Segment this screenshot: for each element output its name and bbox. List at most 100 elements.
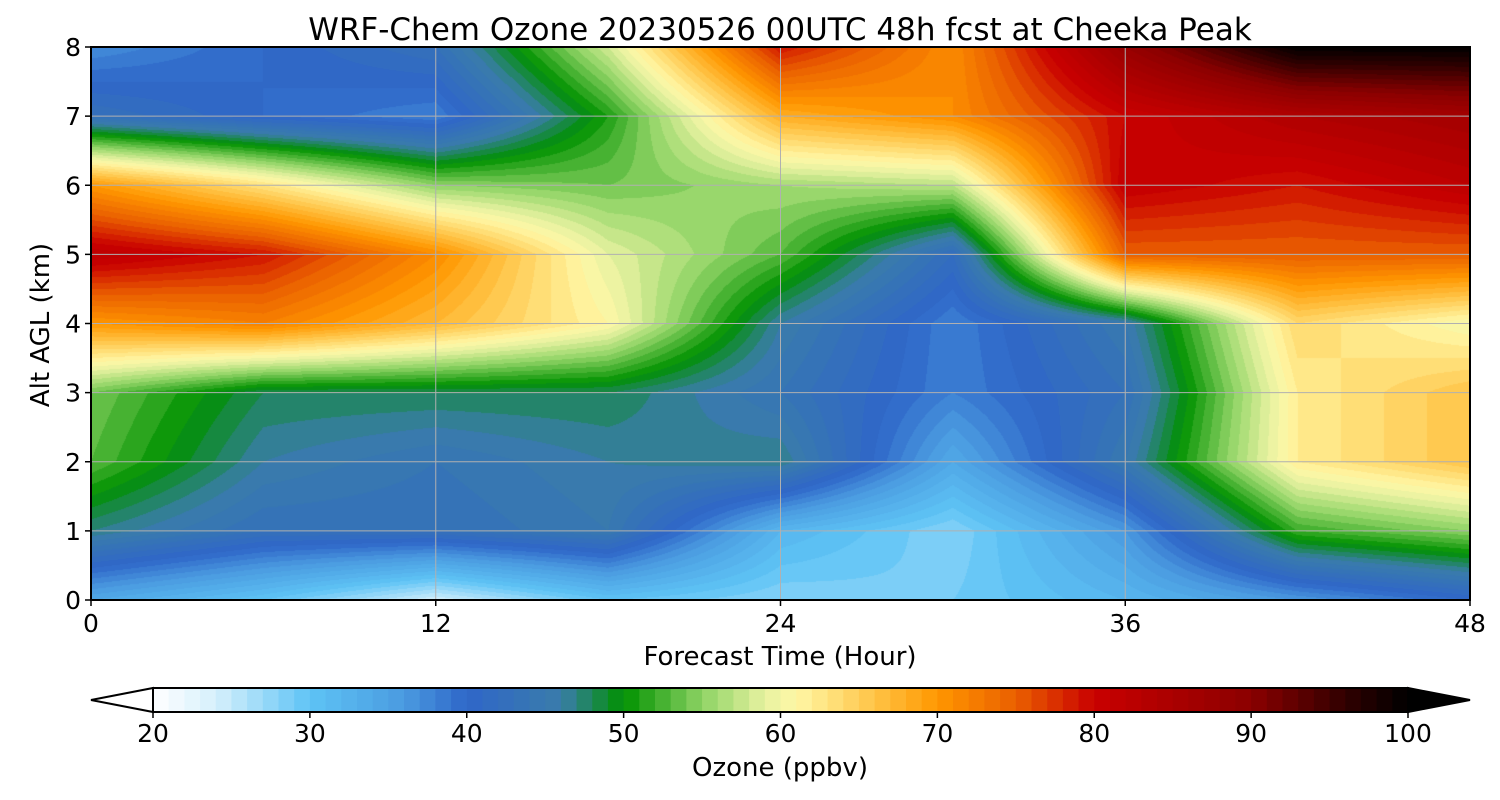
x-axis-label: Forecast Time (Hour) <box>643 642 916 672</box>
colorbar-bin <box>215 688 233 712</box>
colorbar-bin <box>231 688 248 712</box>
colorbar-bin <box>827 688 844 712</box>
colorbar-bin <box>858 688 876 712</box>
colorbar-bin <box>686 688 703 712</box>
colorbar-label: Ozone (ppbv) <box>692 753 868 783</box>
colorbar-bin <box>874 688 891 712</box>
colorbar-bin <box>1329 688 1346 712</box>
colorbar-bin <box>200 688 217 712</box>
colorbar-bin <box>498 688 515 712</box>
colorbar-bin <box>764 688 782 712</box>
colorbar-bin <box>1172 688 1189 712</box>
colorbar-bin <box>1000 688 1017 712</box>
colorbar-bin <box>545 688 562 712</box>
colorbar-bin <box>733 688 750 712</box>
colorbar-bin <box>309 688 327 712</box>
colorbar-bin <box>1109 688 1127 712</box>
colorbar-bin <box>419 688 436 712</box>
colorbar-bin <box>1266 688 1284 712</box>
colorbar-bin <box>1345 688 1362 712</box>
colorbar-tick-label: 40 <box>451 719 483 748</box>
colorbar: 20 30 40 50 60 70 80 90 100 Ozone (ppbv) <box>90 686 1471 783</box>
colorbar-bin <box>623 688 640 712</box>
colorbar-bin <box>780 688 797 712</box>
colorbar-bin <box>1376 688 1393 712</box>
colorbar-bin <box>262 688 280 712</box>
colorbar-bin <box>247 688 264 712</box>
colorbar-bin <box>921 688 938 712</box>
y-tick-label: 4 <box>65 310 81 339</box>
colorbar-bin <box>576 688 593 712</box>
colorbar-bin <box>513 688 531 712</box>
colorbar-bin <box>702 688 719 712</box>
colorbar-bin <box>1313 688 1331 712</box>
colorbar-bin <box>1157 688 1174 712</box>
colorbar-bin <box>372 688 389 712</box>
colorbar-bin <box>984 688 1001 712</box>
colorbar-bin <box>1392 688 1409 712</box>
y-tick-label: 8 <box>65 33 81 62</box>
colorbar-bin <box>388 688 405 712</box>
colorbar-bin <box>153 688 170 712</box>
colorbar-bin <box>811 688 829 712</box>
plot-area <box>90 46 1471 601</box>
y-tick-label: 5 <box>65 240 81 269</box>
colorbar-bin <box>1298 688 1315 712</box>
colorbar-bin <box>1204 688 1221 712</box>
colorbar-bin <box>890 688 907 712</box>
y-tick-label: 1 <box>65 517 81 546</box>
colorbar-bin <box>639 688 656 712</box>
colorbar-bin <box>1251 688 1268 712</box>
colorbar-bin <box>482 688 499 712</box>
colorbar-bin <box>1219 688 1237 712</box>
colorbar-bin <box>1360 688 1378 712</box>
colorbar-bin <box>655 688 672 712</box>
colorbar-bin <box>1125 688 1142 712</box>
colorbar-bin <box>1078 688 1095 712</box>
colorbar-tick-label: 20 <box>137 719 169 748</box>
colorbar-bin <box>670 688 687 712</box>
y-tick-label: 0 <box>65 586 81 615</box>
x-axis-ticks: 0 12 24 36 48 <box>83 600 1486 638</box>
colorbar-tick-label: 30 <box>294 719 326 748</box>
colorbar-bin <box>356 688 374 712</box>
y-tick-label: 6 <box>65 171 81 200</box>
colorbar-bin <box>451 688 468 712</box>
colorbar-bin <box>529 688 546 712</box>
colorbar-bin <box>906 688 923 712</box>
colorbar-ticks: 20 30 40 50 60 70 80 90 100 <box>137 712 1432 748</box>
colorbar-bin <box>968 688 986 712</box>
colorbar-bin <box>1235 688 1252 712</box>
colorbar-bin <box>1062 688 1080 712</box>
x-tick-label: 48 <box>1454 609 1486 638</box>
colorbar-bin <box>560 688 578 712</box>
colorbar-bin <box>1015 688 1033 712</box>
x-tick-label: 24 <box>765 609 797 638</box>
y-axis-ticks: 0 1 2 3 4 5 6 7 8 <box>65 33 91 615</box>
colorbar-bin <box>466 688 484 712</box>
colorbar-bin <box>796 688 813 712</box>
colorbar-bin <box>168 688 185 712</box>
colorbar-bin <box>717 688 735 712</box>
colorbar-bin <box>1282 688 1299 712</box>
colorbar-bin <box>294 688 311 712</box>
colorbar-bin <box>843 688 860 712</box>
y-tick-label: 7 <box>65 102 81 131</box>
colorbar-bin <box>1188 688 1205 712</box>
colorbar-bin <box>1031 688 1048 712</box>
colorbar-bin <box>1047 688 1064 712</box>
colorbar-bin <box>325 688 342 712</box>
colorbar-tick-label: 50 <box>608 719 640 748</box>
x-tick-label: 0 <box>83 609 99 638</box>
colorbar-bin <box>435 688 452 712</box>
colorbar-tick-label: 90 <box>1235 719 1267 748</box>
colorbar-bin <box>607 688 625 712</box>
chart-title: WRF-Chem Ozone 20230526 00UTC 48h fcst a… <box>308 12 1252 48</box>
y-tick-label: 3 <box>65 379 81 408</box>
colorbar-bin <box>278 688 295 712</box>
colorbar-bin <box>953 688 970 712</box>
colorbar-tick-label: 80 <box>1078 719 1110 748</box>
y-tick-label: 2 <box>65 448 81 477</box>
colorbar-bin <box>749 688 766 712</box>
